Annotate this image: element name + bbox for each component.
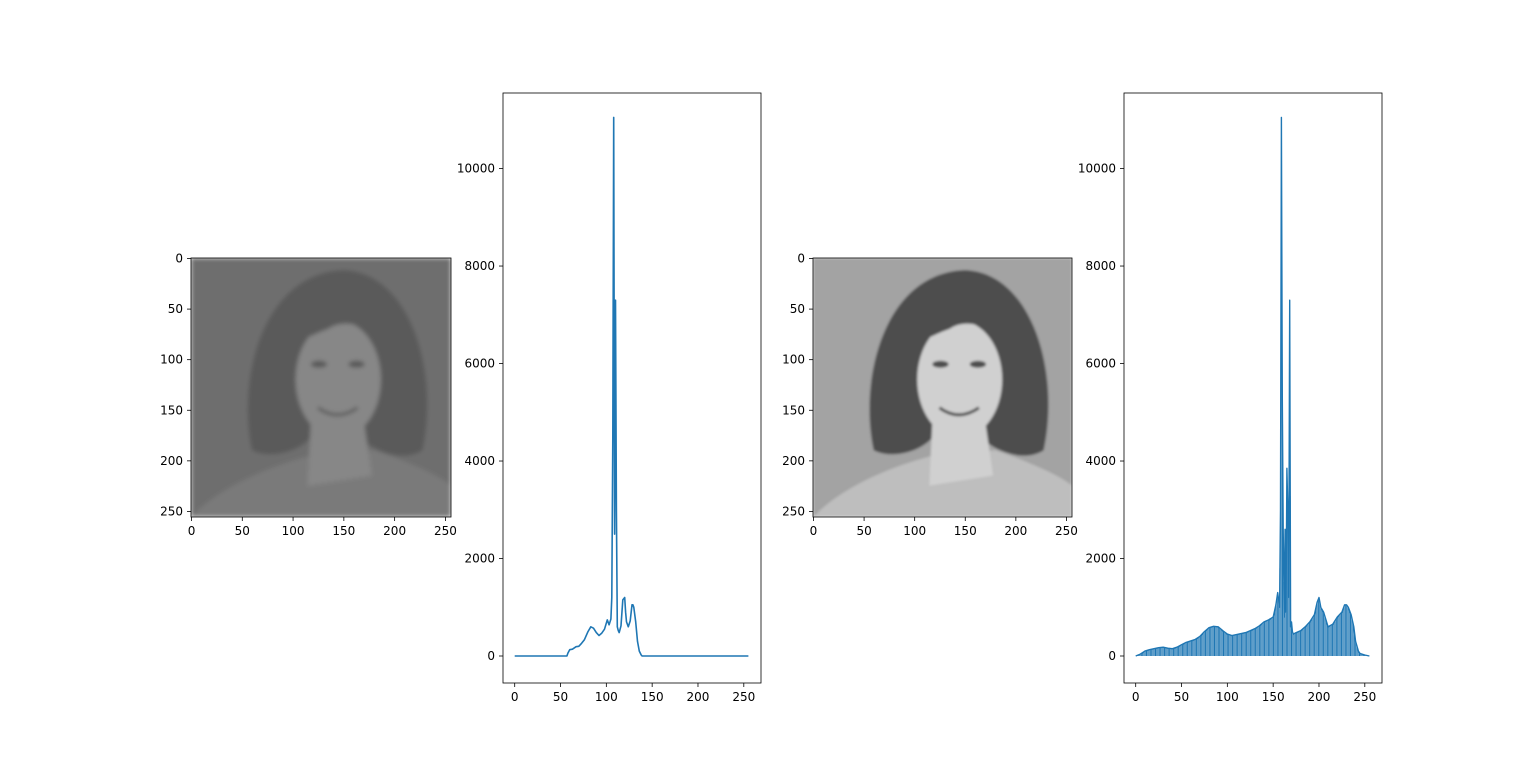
histogram-frame [1123,92,1383,684]
equalized-histogram-axes: 0 50 100 150 200 250 0 2000 4000 6000 8000 10000 [1078,162,1376,704]
y-tick-label: 0 [175,252,183,266]
x-tick-label: 50 [856,524,871,538]
x-tick-label: 250 [434,524,457,538]
x-tick-label: 250 [1055,524,1078,538]
image-frame [190,257,452,518]
y-tick-label: 100 [160,353,183,367]
x-tick-label: 100 [903,524,926,538]
histogram-series-line [514,116,749,657]
x-tick-label: 200 [1308,690,1331,704]
portrait-neck [929,419,994,486]
portrait-face [295,320,381,439]
portrait-mouth [317,406,359,417]
y-tick-label: 2000 [464,552,495,566]
x-tick-label: 150 [1262,690,1285,704]
x-tick-label: 250 [1353,690,1376,704]
x-tick-label: 0 [1132,690,1140,704]
x-tick-label: 150 [641,690,664,704]
y-tick-label: 0 [797,252,805,266]
histogram-series-line [1135,116,1370,657]
y-tick-label: 6000 [464,357,495,371]
equalized-portrait-image [813,258,1072,517]
y-tick-label: 8000 [1085,259,1116,273]
portrait-face [917,320,1003,439]
y-tick-label: 250 [160,504,183,518]
x-tick-label: 0 [511,690,519,704]
original-portrait-image [191,258,451,517]
y-tick-label: 50 [790,302,805,316]
panel-equalized-image: 0 50 100 150 200 250 0 50 100 150 200 250 [782,252,1078,538]
y-tick-label: 100 [782,353,805,367]
portrait-fringe [912,280,1008,342]
x-tick-label: 0 [810,524,818,538]
panel-equalized-histogram: 0 50 100 150 200 250 0 2000 4000 6000 8000 10000 [1078,92,1383,704]
y-tick-label: 10000 [1078,162,1116,176]
x-tick-label: 100 [1216,690,1239,704]
y-tick-label: 2000 [1085,552,1116,566]
portrait-sheen [813,258,1072,517]
histogram-frame [502,92,762,684]
y-tick-label: 6000 [1085,357,1116,371]
x-tick-label: 0 [188,524,196,538]
y-tick-label: 150 [782,403,805,417]
y-tick-label: 4000 [464,454,495,468]
portrait-eye-left [932,360,949,368]
portrait-layers [191,258,451,517]
y-tick-label: 0 [487,649,495,663]
x-tick-label: 150 [332,524,355,538]
y-tick-label: 150 [160,403,183,417]
portrait-eye-right [348,360,365,368]
x-tick-label: 100 [282,524,305,538]
panel-original-image: 0 50 100 150 200 250 0 50 100 150 200 250 [160,252,457,538]
y-tick-label: 0 [1108,649,1116,663]
portrait-shirt [191,450,451,517]
portrait-fringe [290,280,387,342]
y-tick-label: 4000 [1085,454,1116,468]
portrait-layers [813,258,1072,517]
original-image-axes: 0 50 100 150 200 250 0 50 100 150 200 250 [160,252,457,538]
portrait-neck [307,419,372,486]
x-tick-label: 100 [595,690,618,704]
y-tick-label: 50 [168,302,183,316]
y-tick-label: 250 [782,504,805,518]
x-tick-label: 50 [553,690,568,704]
portrait-eye-right [969,360,987,368]
x-tick-label: 150 [954,524,977,538]
portrait-shirt [813,450,1072,517]
portrait-mouth [938,406,980,417]
x-tick-label: 200 [383,524,406,538]
x-tick-label: 50 [235,524,250,538]
y-tick-label: 200 [782,454,805,468]
equalized-image-axes: 0 50 100 150 200 250 0 50 100 150 200 250 [782,252,1078,538]
y-tick-label: 8000 [464,259,495,273]
y-tick-label: 200 [160,454,183,468]
original-histogram-axes: 0 50 100 150 200 250 0 2000 4000 6000 8000 10000 [457,162,755,704]
y-tick-label: 10000 [457,162,495,176]
histogram-series-bars [1137,195,1369,656]
panel-original-histogram: 0 50 100 150 200 250 0 2000 4000 6000 8000 10000 [457,92,762,704]
x-tick-label: 200 [687,690,710,704]
x-tick-label: 250 [732,690,755,704]
x-tick-label: 200 [1004,524,1027,538]
image-frame [812,257,1073,518]
x-tick-label: 50 [1174,690,1189,704]
portrait-eye-left [310,360,328,368]
